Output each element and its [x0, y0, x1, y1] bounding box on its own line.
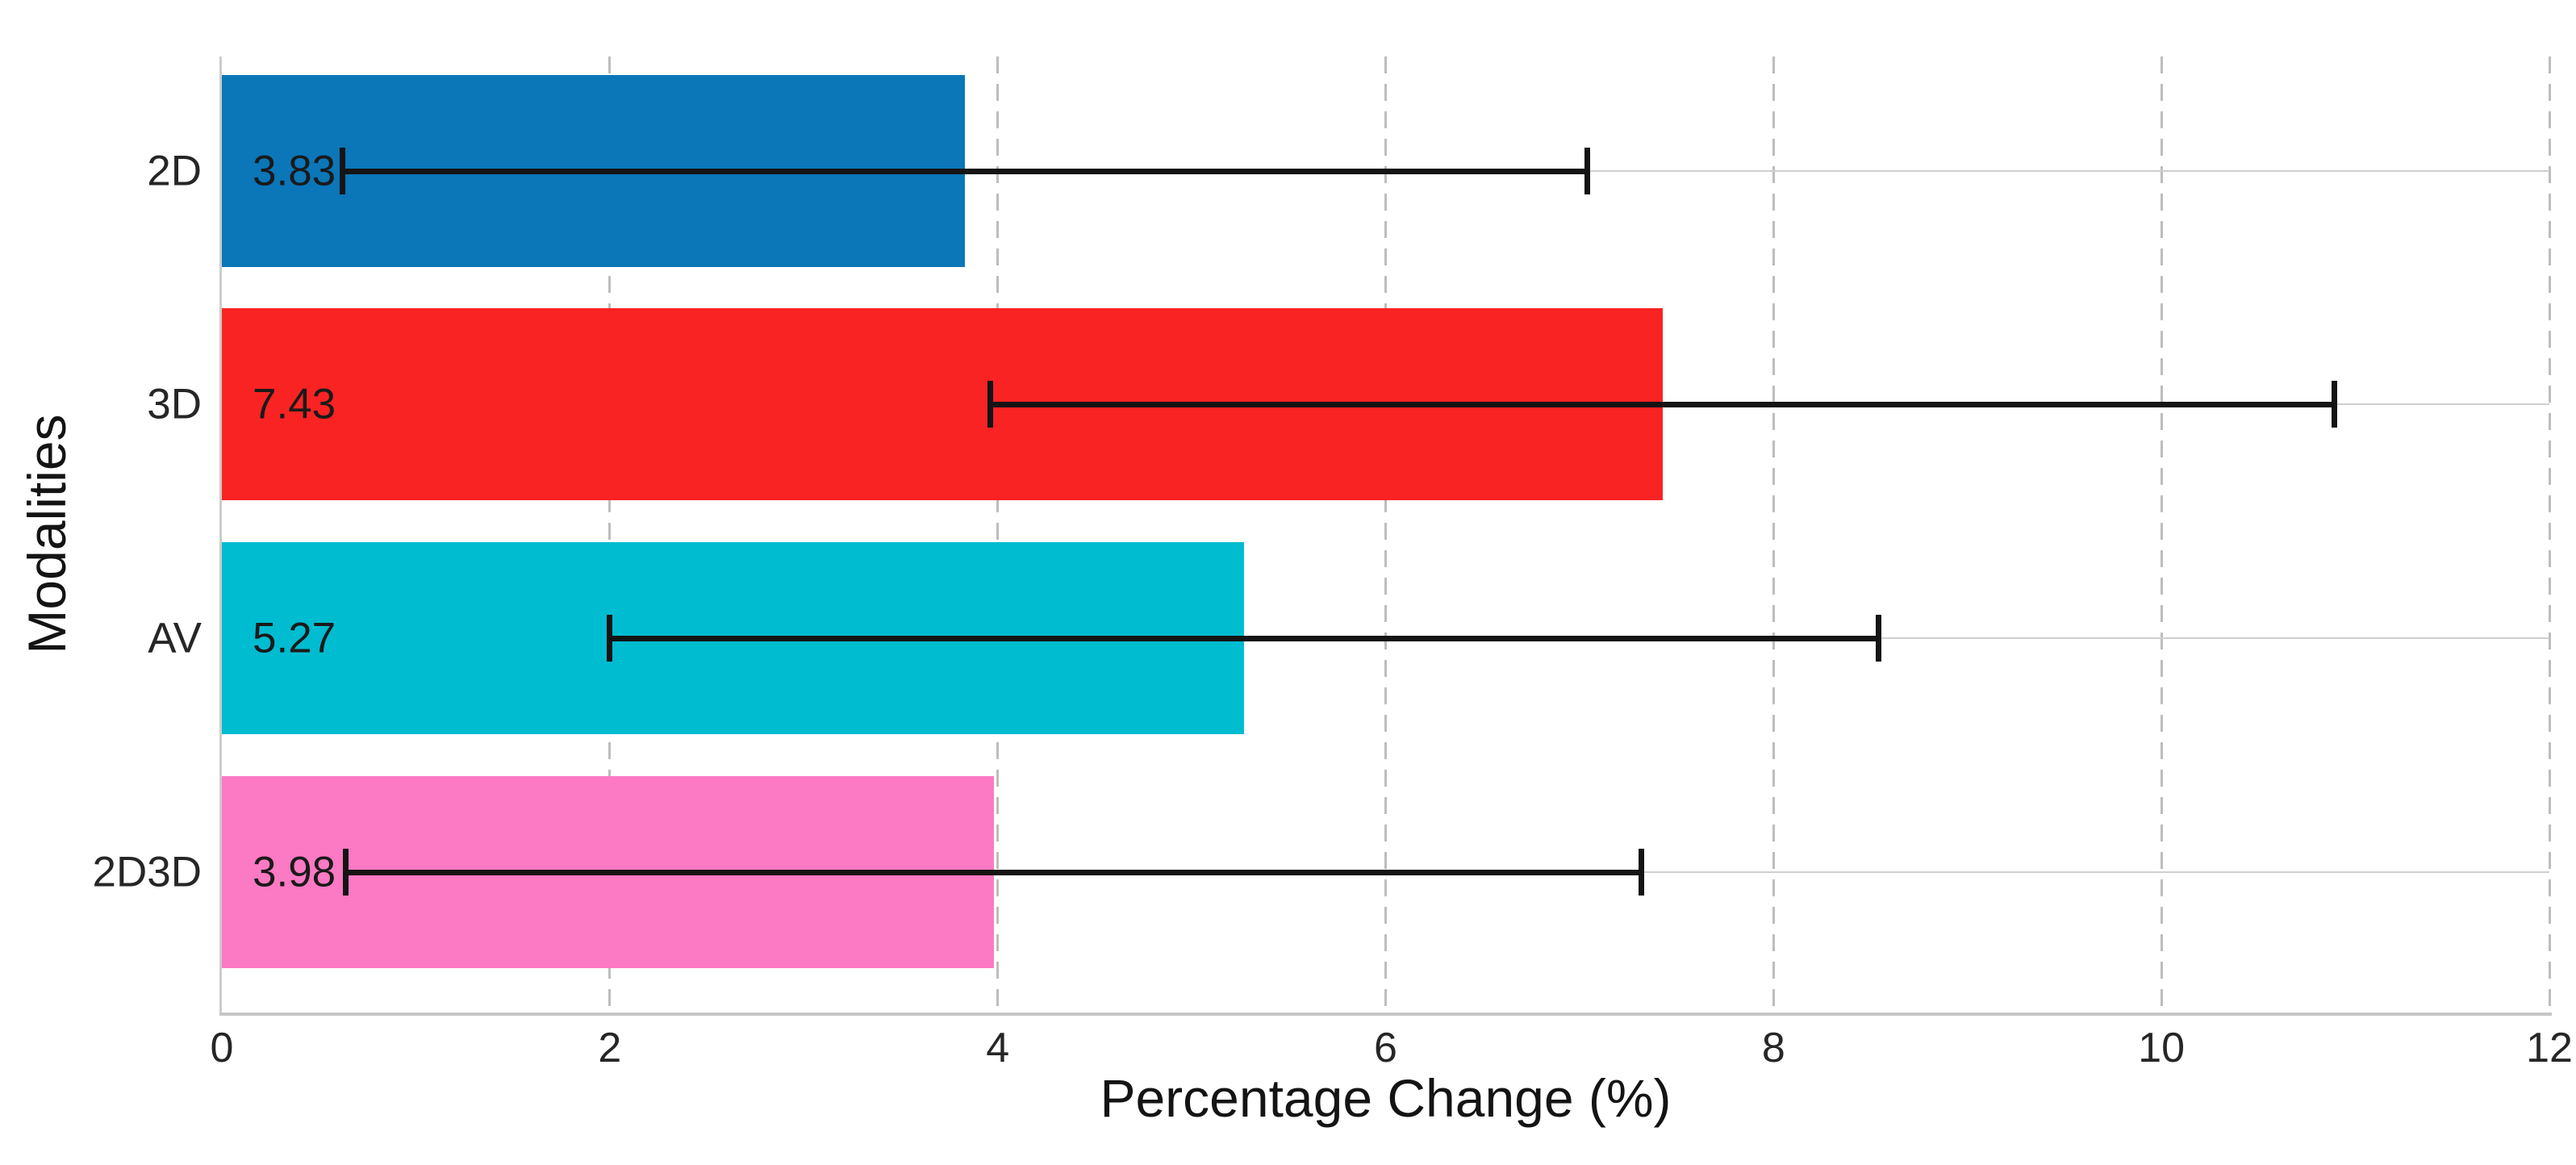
error-bar-cap-low	[343, 849, 349, 896]
x-gridline	[1772, 56, 1775, 1013]
x-tick-label: 6	[1374, 1025, 1397, 1071]
error-bar	[609, 635, 1879, 641]
error-bar-cap-low	[987, 381, 993, 428]
bar-value-label: 3.98	[253, 848, 336, 896]
bar-value-label: 7.43	[253, 380, 336, 428]
y-tick-label: 3D	[147, 380, 202, 428]
error-bar-cap-high	[2331, 381, 2337, 428]
x-tick-label: 8	[1761, 1025, 1785, 1071]
x-axis-label: Percentage Change (%)	[1100, 1068, 1672, 1128]
x-gridline	[608, 56, 612, 1013]
error-bar-cap-high	[1875, 615, 1881, 662]
y-axis-spine	[219, 56, 222, 1013]
x-axis-spine	[219, 1013, 2552, 1016]
error-bar	[990, 401, 2335, 407]
x-tick-label: 12	[2526, 1025, 2573, 1071]
x-gridline	[1384, 56, 1387, 1013]
x-gridline	[2548, 56, 2551, 1013]
x-tick-label: 0	[210, 1025, 234, 1071]
error-bar-cap-low	[339, 148, 345, 194]
error-bar-cap-high	[1639, 849, 1645, 896]
x-gridline	[2160, 56, 2163, 1013]
error-bar-cap-low	[607, 615, 613, 662]
y-tick-label: 2D3D	[92, 848, 202, 896]
x-tick-label: 10	[2138, 1025, 2186, 1071]
y-tick-label: AV	[148, 614, 202, 662]
y-tick-label: 2D	[147, 147, 202, 195]
bar-value-label: 3.83	[253, 147, 336, 195]
error-bar	[342, 168, 1588, 174]
x-tick-label: 2	[598, 1025, 622, 1071]
error-bar-cap-high	[1584, 148, 1591, 194]
x-gridline	[996, 56, 1000, 1013]
error-bar	[345, 869, 1642, 875]
x-tick-label: 4	[986, 1025, 1010, 1071]
bar-value-label: 5.27	[253, 614, 336, 662]
